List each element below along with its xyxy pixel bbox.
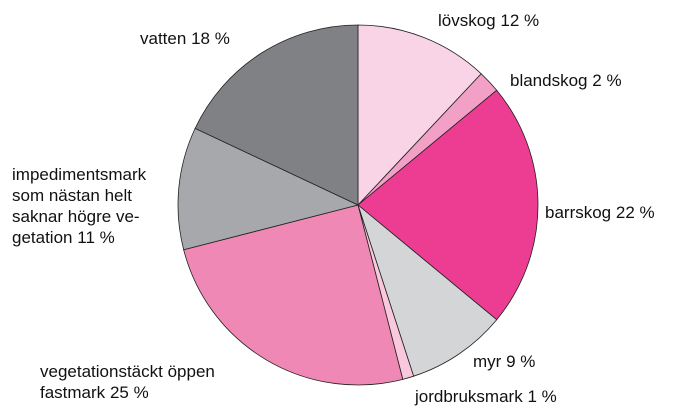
pie-slice xyxy=(357,89,539,321)
value-label: 2 % xyxy=(592,71,622,90)
value-label: 22 % xyxy=(615,203,655,222)
slice-label: vegetationstäckt öppen fastmark 25 % xyxy=(40,361,215,403)
value-label: 18 % xyxy=(191,29,230,48)
slice-label: impedimentsmark som nästan helt saknar h… xyxy=(12,164,146,248)
category-name: barrskog xyxy=(545,203,612,222)
category-name: blandskog xyxy=(510,71,588,90)
slice-label: lövskog 12 % xyxy=(438,10,539,31)
category-name: vatten xyxy=(140,29,187,48)
pie-slice xyxy=(177,127,360,251)
pie-slice xyxy=(357,203,498,377)
value-label: 11 % xyxy=(77,228,115,247)
pie-slice xyxy=(194,24,359,206)
value-label: 1 % xyxy=(527,387,557,406)
category-name: impedimentsmark som nästan helt saknar h… xyxy=(12,165,147,247)
pie-slice xyxy=(357,24,482,207)
category-name: vegetationstäckt öppen fastmark xyxy=(40,362,215,402)
category-name: myr xyxy=(473,352,502,371)
value-label: 25 % xyxy=(109,383,149,402)
slice-label: barrskog 22 % xyxy=(545,202,655,223)
category-name: jordbruksmark xyxy=(415,387,523,406)
slice-label: jordbruksmark 1 % xyxy=(415,386,557,406)
slice-label: blandskog 2 % xyxy=(510,70,622,91)
slice-label: vatten 18 % xyxy=(140,28,230,49)
pie-slice xyxy=(183,204,404,386)
value-label: 12 % xyxy=(500,11,540,30)
value-label: 9 % xyxy=(506,352,536,371)
category-name: lövskog xyxy=(438,11,496,30)
slice-label: myr 9 % xyxy=(473,351,535,372)
